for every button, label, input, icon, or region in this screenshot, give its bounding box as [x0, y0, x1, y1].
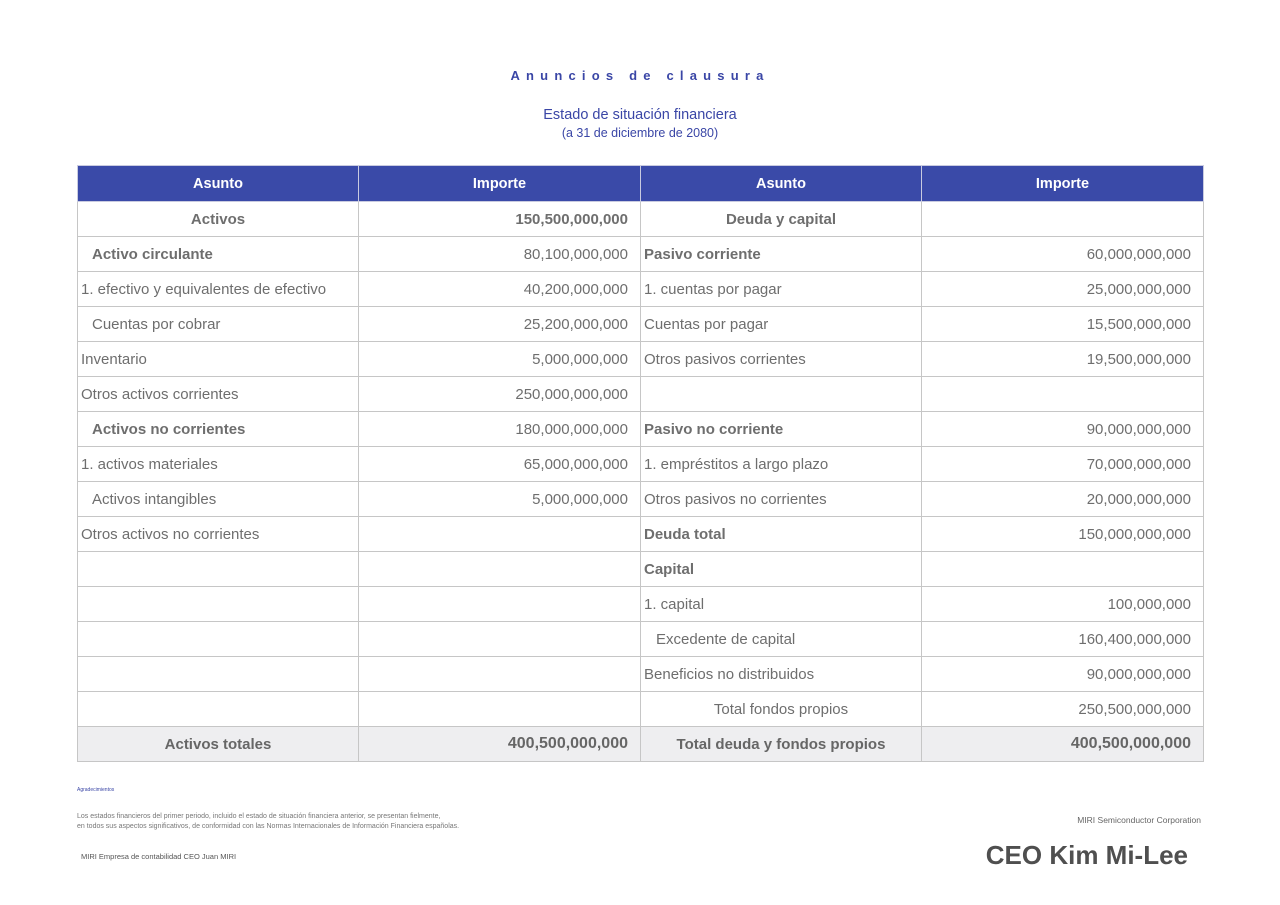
left-subject-cell: Activos no corrientes — [77, 411, 359, 447]
statement-date: (a 31 de diciembre de 2080) — [561, 126, 719, 140]
right-amount-cell: 90,000,000,000 — [921, 411, 1204, 447]
left-amount-cell: 250,000,000,000 — [358, 376, 641, 412]
left-amount-cell: 40,200,000,000 — [358, 271, 641, 307]
left-subject-cell: 1. efectivo y equivalentes de efectivo — [77, 271, 359, 307]
total-assets-amount: 400,500,000,000 — [358, 726, 641, 762]
table-row: 1. activos materiales 65,000,000,000 1. … — [77, 446, 1204, 482]
column-header-left-subject: Asunto — [77, 165, 359, 202]
document-title: Anuncios de clausura — [510, 68, 770, 83]
total-row: Activos totales 400,500,000,000 Total de… — [77, 726, 1204, 762]
statement-title: Estado de situación financiera — [543, 107, 737, 123]
table-row: Otros activos corrientes 250,000,000,000 — [77, 376, 1204, 412]
left-subject-cell — [77, 551, 359, 587]
left-amount-cell: 180,000,000,000 — [358, 411, 641, 447]
right-amount-cell: 60,000,000,000 — [921, 236, 1204, 272]
left-amount-cell — [358, 621, 641, 657]
left-amount-cell — [358, 586, 641, 622]
table-row: Cuentas por cobrar 25,200,000,000 Cuenta… — [77, 306, 1204, 342]
right-amount-cell — [921, 376, 1204, 412]
table-header-row: Asunto Importe Asunto Importe — [77, 165, 1204, 202]
right-amount-cell: 90,000,000,000 — [921, 656, 1204, 692]
left-subject-cell: Activos — [77, 201, 359, 237]
right-amount-cell: 70,000,000,000 — [921, 446, 1204, 482]
left-amount-cell: 25,200,000,000 — [358, 306, 641, 342]
company-name: MIRI Semiconductor Corporation — [1077, 815, 1201, 825]
column-header-left-amount: Importe — [358, 165, 641, 202]
right-subject-cell: Deuda total — [640, 516, 922, 552]
total-assets-label: Activos totales — [77, 726, 359, 762]
right-subject-cell: 1. cuentas por pagar — [640, 271, 922, 307]
left-amount-cell — [358, 516, 641, 552]
audit-statement-line-2: en todos sus aspectos significativos, de… — [77, 823, 460, 830]
left-subject-cell: Activos intangibles — [77, 481, 359, 517]
left-amount-cell: 5,000,000,000 — [358, 481, 641, 517]
table-row: Inventario 5,000,000,000 Otros pasivos c… — [77, 341, 1204, 377]
right-subject-cell: 1. capital — [640, 586, 922, 622]
acknowledgement-label: Agradecimientos — [77, 787, 115, 793]
right-subject-cell: Otros pasivos no corrientes — [640, 481, 922, 517]
right-subject-cell: Beneficios no distribuidos — [640, 656, 922, 692]
left-amount-cell: 150,500,000,000 — [358, 201, 641, 237]
left-amount-cell — [358, 656, 641, 692]
right-amount-cell: 15,500,000,000 — [921, 306, 1204, 342]
right-subject-cell: 1. empréstitos a largo plazo — [640, 446, 922, 482]
right-subject-cell: Pasivo no corriente — [640, 411, 922, 447]
table-row: Total fondos propios 250,500,000,000 — [77, 691, 1204, 727]
table-row: 1. efectivo y equivalentes de efectivo 4… — [77, 271, 1204, 307]
total-liabilities-equity-amount: 400,500,000,000 — [921, 726, 1204, 762]
column-header-right-subject: Asunto — [640, 165, 922, 202]
left-subject-cell: Otros activos corrientes — [77, 376, 359, 412]
total-liabilities-equity-label: Total deuda y fondos propios — [640, 726, 922, 762]
table-row: Excedente de capital 160,400,000,000 — [77, 621, 1204, 657]
left-subject-cell: Inventario — [77, 341, 359, 377]
right-subject-cell: Excedente de capital — [640, 621, 922, 657]
table-row: Activos intangibles 5,000,000,000 Otros … — [77, 481, 1204, 517]
table-row: Capital — [77, 551, 1204, 587]
right-amount-cell: 19,500,000,000 — [921, 341, 1204, 377]
right-amount-cell: 250,500,000,000 — [921, 691, 1204, 727]
left-subject-cell: Otros activos no corrientes — [77, 516, 359, 552]
table-row: Otros activos no corrientes Deuda total … — [77, 516, 1204, 552]
right-subject-cell: Cuentas por pagar — [640, 306, 922, 342]
accounting-firm-signature: MIRI Empresa de contabilidad CEO Juan MI… — [81, 852, 237, 861]
table-row: Activos 150,500,000,000 Deuda y capital — [77, 201, 1204, 237]
right-amount-cell: 100,000,000 — [921, 586, 1204, 622]
left-subject-cell: 1. activos materiales — [77, 446, 359, 482]
right-amount-cell: 25,000,000,000 — [921, 271, 1204, 307]
right-subject-cell: Otros pasivos corrientes — [640, 341, 922, 377]
left-subject-cell — [77, 621, 359, 657]
audit-statement-line-1: Los estados financieros del primer perio… — [77, 813, 441, 820]
table-row: Activos no corrientes 180,000,000,000 Pa… — [77, 411, 1204, 447]
left-subject-cell: Cuentas por cobrar — [77, 306, 359, 342]
right-subject-cell: Pasivo corriente — [640, 236, 922, 272]
left-amount-cell — [358, 691, 641, 727]
right-subject-cell: Deuda y capital — [640, 201, 922, 237]
left-amount-cell: 65,000,000,000 — [358, 446, 641, 482]
left-subject-cell — [77, 691, 359, 727]
right-amount-cell: 20,000,000,000 — [921, 481, 1204, 517]
right-amount-cell — [921, 201, 1204, 237]
table-row: Activo circulante 80,100,000,000 Pasivo … — [77, 236, 1204, 272]
right-subject-cell: Capital — [640, 551, 922, 587]
right-subject-cell — [640, 376, 922, 412]
left-amount-cell: 5,000,000,000 — [358, 341, 641, 377]
left-subject-cell — [77, 656, 359, 692]
left-subject-cell — [77, 586, 359, 622]
column-header-right-amount: Importe — [921, 165, 1204, 202]
audit-statement: Los estados financieros del primer perio… — [77, 812, 459, 832]
right-subject-cell: Total fondos propios — [640, 691, 922, 727]
table-row: Beneficios no distribuidos 90,000,000,00… — [77, 656, 1204, 692]
right-amount-cell — [921, 551, 1204, 587]
left-amount-cell: 80,100,000,000 — [358, 236, 641, 272]
right-amount-cell: 150,000,000,000 — [921, 516, 1204, 552]
left-subject-cell: Activo circulante — [77, 236, 359, 272]
table-row: 1. capital 100,000,000 — [77, 586, 1204, 622]
balance-sheet-table: Asunto Importe Asunto Importe Activos 15… — [77, 165, 1204, 762]
right-amount-cell: 160,400,000,000 — [921, 621, 1204, 657]
ceo-signature: CEO Kim Mi-Lee — [985, 840, 1188, 870]
left-amount-cell — [358, 551, 641, 587]
